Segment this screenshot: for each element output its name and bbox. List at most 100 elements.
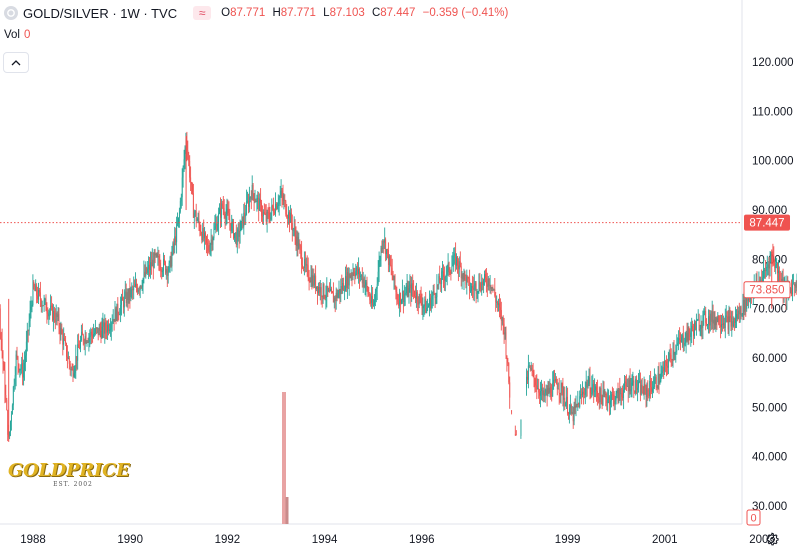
candle-body [640,381,641,395]
candle-body [357,267,358,274]
candle-body [431,300,432,309]
candle-body [87,342,88,343]
candle-body [720,325,721,327]
candle-body [661,371,662,373]
circle-logo-icon[interactable] [4,6,18,20]
candle-body [562,383,563,387]
candle-body [324,284,325,297]
candle-body [605,394,606,395]
candle-body [35,285,36,291]
candle-body [725,317,726,328]
candle-body [601,388,602,397]
candle-body [635,379,636,393]
candle-body [239,230,240,237]
candle-body [680,340,681,342]
candle-body [182,178,183,198]
candle-body [539,393,540,396]
candle-body [328,290,329,291]
candle-body [253,185,254,194]
candle-body [359,269,360,277]
candle-body [491,285,492,289]
candle-body [103,322,104,333]
candle-body [511,412,512,413]
candle-body [487,284,488,287]
collapse-legend-button[interactable] [3,52,29,73]
settings-button[interactable] [764,531,780,547]
candle-body [134,286,135,287]
candle-body [626,383,627,387]
ohlc-open-value: 87.771 [230,7,265,19]
x-tick-label: 1988 [20,534,46,546]
symbol-title[interactable]: GOLD/SILVER · 1W · TVC [23,6,177,21]
candle-body [81,332,82,340]
candle-body [244,213,245,217]
candle-body [31,307,32,310]
candle-body [36,285,37,295]
candle-body [499,303,500,307]
candle-body [199,219,200,225]
volume-value: 0 [24,29,30,41]
approx-icon[interactable]: ≈ [193,6,211,20]
candle-body [674,352,675,355]
candle-body [393,276,394,281]
candle-body [272,205,273,207]
candle-body [302,265,303,268]
ohlc-change-value: −0.359 (−0.41%) [423,7,509,19]
candle-body [463,274,464,279]
candle-body [660,381,661,384]
candle-body [571,405,572,414]
candle-body [502,317,503,321]
candle-body [121,298,122,306]
candle-body [475,283,476,285]
candle-body [111,324,112,329]
candle-body [294,228,295,229]
candle-body [398,302,399,306]
candle-body [735,319,736,323]
candle-body [606,399,607,403]
candle-body [599,397,600,402]
candle-body [575,406,576,408]
candle-body [126,292,127,304]
reference-price-badge-label: 73.850 [749,285,784,297]
candle-body [136,284,137,288]
candle-body [701,325,702,329]
candle-body [380,260,381,261]
candle-body [158,256,159,257]
candle-body [498,303,499,304]
candle-body [489,279,490,286]
candle-body [150,262,151,270]
candle-body [88,342,89,343]
candle-body [52,306,53,321]
candle-body [177,224,178,225]
candle-body [633,380,634,391]
candle-body [18,357,19,365]
candle-body [256,198,257,202]
candle-body [236,232,237,245]
candle-body [381,248,382,260]
candle-body [276,204,277,209]
candle-body [669,353,670,360]
candle-body [627,386,628,387]
candle-body [141,286,142,287]
candle-body [26,342,27,356]
candle-body [420,294,421,296]
candle-body [483,280,484,286]
candle-body [567,397,568,413]
candle-body [316,286,317,288]
volume-label[interactable]: Vol [4,29,20,41]
ohlc-low-label: L [323,7,329,19]
candle-body [132,289,133,290]
candle-body [582,392,583,395]
candle-body [200,232,201,234]
candle-body [685,343,686,345]
candle-body [292,223,293,231]
candle-body [563,388,564,400]
candle-body [27,330,28,341]
candle-body [135,284,136,287]
candle-body [116,309,117,321]
candle-body [372,296,373,305]
candle-body [438,276,439,285]
candle-body [240,231,241,237]
candle-body [465,276,466,285]
candle-body [152,260,153,267]
